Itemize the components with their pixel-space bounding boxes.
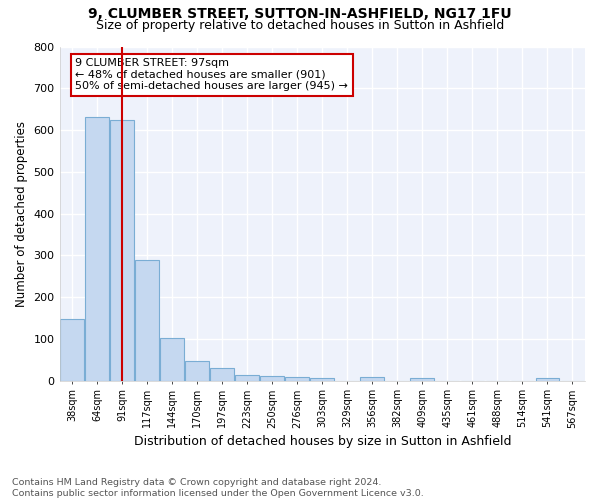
Bar: [260, 376, 284, 380]
Bar: [60, 318, 84, 380]
Text: Size of property relative to detached houses in Sutton in Ashfield: Size of property relative to detached ho…: [96, 18, 504, 32]
Y-axis label: Number of detached properties: Number of detached properties: [15, 120, 28, 306]
Bar: [85, 118, 109, 380]
Bar: [410, 378, 434, 380]
X-axis label: Distribution of detached houses by size in Sutton in Ashfield: Distribution of detached houses by size …: [134, 434, 511, 448]
Bar: [210, 368, 234, 380]
Bar: [361, 377, 384, 380]
Bar: [185, 362, 209, 380]
Bar: [160, 338, 184, 380]
Bar: [310, 378, 334, 380]
Text: 9 CLUMBER STREET: 97sqm
← 48% of detached houses are smaller (901)
50% of semi-d: 9 CLUMBER STREET: 97sqm ← 48% of detache…: [76, 58, 348, 92]
Text: 9, CLUMBER STREET, SUTTON-IN-ASHFIELD, NG17 1FU: 9, CLUMBER STREET, SUTTON-IN-ASHFIELD, N…: [88, 8, 512, 22]
Bar: [235, 374, 259, 380]
Bar: [286, 377, 309, 380]
Bar: [110, 120, 134, 380]
Bar: [135, 260, 159, 380]
Bar: [536, 378, 559, 380]
Text: Contains HM Land Registry data © Crown copyright and database right 2024.
Contai: Contains HM Land Registry data © Crown c…: [12, 478, 424, 498]
